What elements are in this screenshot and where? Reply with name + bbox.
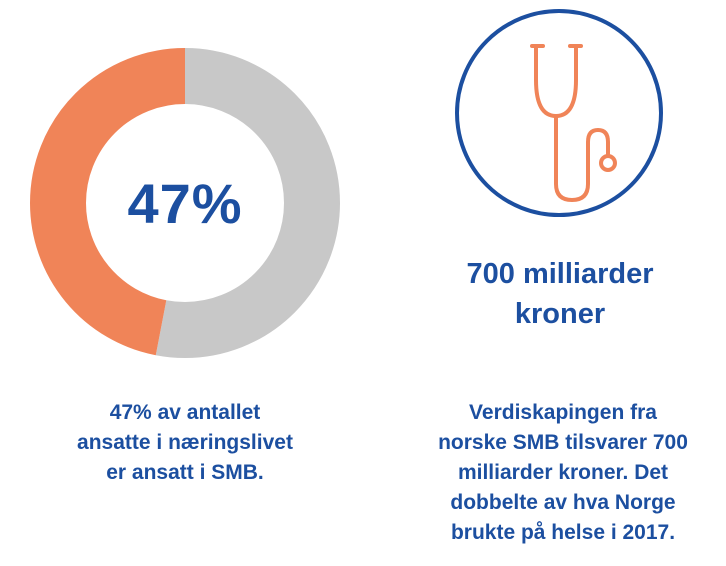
stat-headline: 700 milliarder kroner <box>430 254 690 334</box>
badge-ring <box>455 9 663 217</box>
donut-caption-line: er ansatt i SMB. <box>106 461 264 484</box>
donut-caption: 47% av antallet ansatte i næringslivet e… <box>60 398 310 488</box>
donut-center-label: 47% <box>127 171 243 235</box>
stat-caption-line: milliarder kroner. Det <box>457 461 669 484</box>
donut-caption-line: ansatte i næringslivet <box>77 431 293 454</box>
donut-slice-accent <box>30 48 340 358</box>
stat-headline-line: kroner <box>514 298 606 330</box>
stat-caption-line: Verdiskapingen fra <box>469 401 657 424</box>
stethoscope-icon <box>530 44 617 202</box>
stat-caption: Verdiskapingen fra norske SMB tilsvarer … <box>412 398 714 548</box>
stethoscope-badge <box>455 9 663 217</box>
stat-caption-line: brukte på helse i 2017. <box>450 521 676 544</box>
donut-caption-line: 47% av antallet <box>109 401 261 424</box>
donut-chart <box>30 48 340 358</box>
stat-caption-line: norske SMB tilsvarer 700 <box>438 431 688 454</box>
stat-headline-line: 700 milliarder <box>466 258 654 290</box>
stat-caption-line: dobbelte av hva Norge <box>450 491 676 514</box>
